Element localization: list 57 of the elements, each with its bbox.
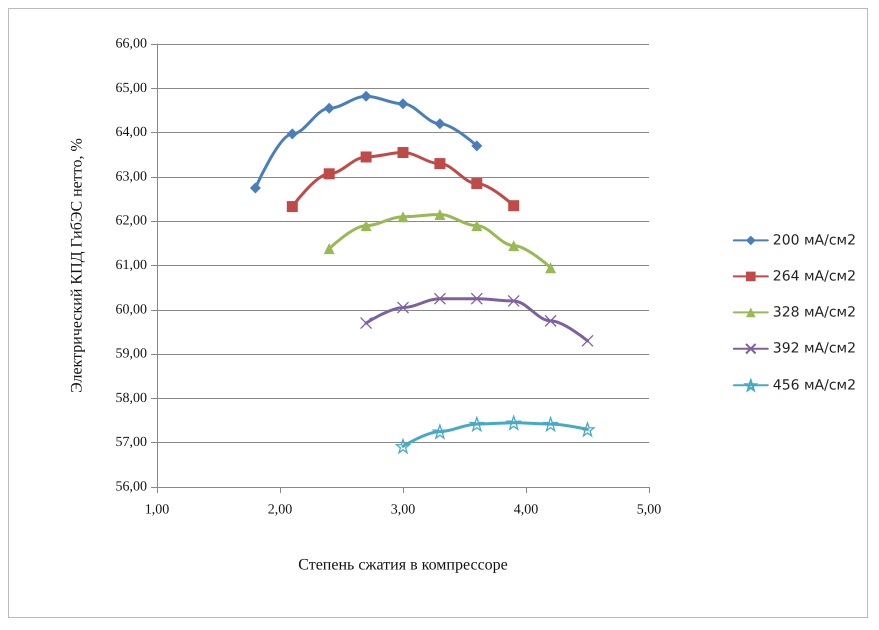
point — [396, 439, 410, 454]
y-tick-label: 64,00 — [116, 125, 147, 140]
point — [434, 118, 446, 130]
y-tick-label: 65,00 — [116, 80, 147, 96]
legend-label: 456 мА/см2 — [772, 377, 856, 394]
y-tick-label: 66,00 — [116, 36, 147, 52]
x-tick-label: 5,00 — [636, 502, 662, 518]
point — [324, 168, 335, 180]
point — [506, 416, 521, 430]
point — [543, 416, 558, 432]
point — [398, 98, 408, 110]
point — [324, 243, 335, 254]
y-tick-label: 56,00 — [116, 480, 147, 494]
point — [471, 220, 482, 232]
point — [470, 292, 483, 305]
point — [398, 147, 408, 158]
point — [581, 334, 594, 347]
point — [544, 314, 557, 328]
point — [360, 220, 372, 232]
y-tick-label: 63,00 — [116, 169, 147, 184]
point — [432, 424, 448, 439]
point — [434, 292, 446, 305]
x-axis-title: Степень сжатия в компрессоре — [298, 556, 508, 574]
y-tick-label: 59,00 — [116, 346, 147, 362]
point — [360, 90, 372, 102]
x-tick-label: 4,00 — [514, 502, 538, 518]
point — [508, 200, 520, 212]
y-tick-label: 60,00 — [116, 302, 147, 318]
point — [398, 211, 408, 222]
x-tick-label: 3,00 — [390, 502, 416, 518]
point — [434, 158, 446, 170]
legend-label: 328 мА/см2 — [772, 304, 856, 320]
y-tick-label: 57,00 — [116, 435, 147, 450]
point — [286, 201, 298, 212]
point — [250, 182, 261, 194]
point — [580, 422, 595, 437]
point — [360, 316, 372, 330]
point — [434, 209, 446, 220]
legend-label: 200 мА/см2 — [772, 232, 856, 248]
point — [545, 262, 556, 274]
point — [324, 102, 335, 114]
y-tick-label: 62,00 — [116, 214, 147, 229]
point — [471, 178, 482, 190]
point — [471, 140, 482, 152]
point — [470, 416, 484, 432]
point — [508, 294, 520, 308]
point — [360, 151, 372, 162]
legend-label: 264 мА/см2 — [772, 268, 856, 284]
point — [508, 240, 520, 252]
point — [396, 301, 410, 314]
point — [286, 128, 298, 140]
x-tick-label: 1,00 — [144, 502, 170, 518]
x-tick-label: 2,00 — [268, 502, 292, 518]
legend-label: 392 мА/см2 — [772, 340, 856, 357]
y-axis-title: Электрический КПД ГибЭС нетто, % — [68, 138, 86, 393]
y-tick-label: 58,00 — [116, 390, 147, 406]
y-tick-label: 61,00 — [116, 258, 147, 273]
